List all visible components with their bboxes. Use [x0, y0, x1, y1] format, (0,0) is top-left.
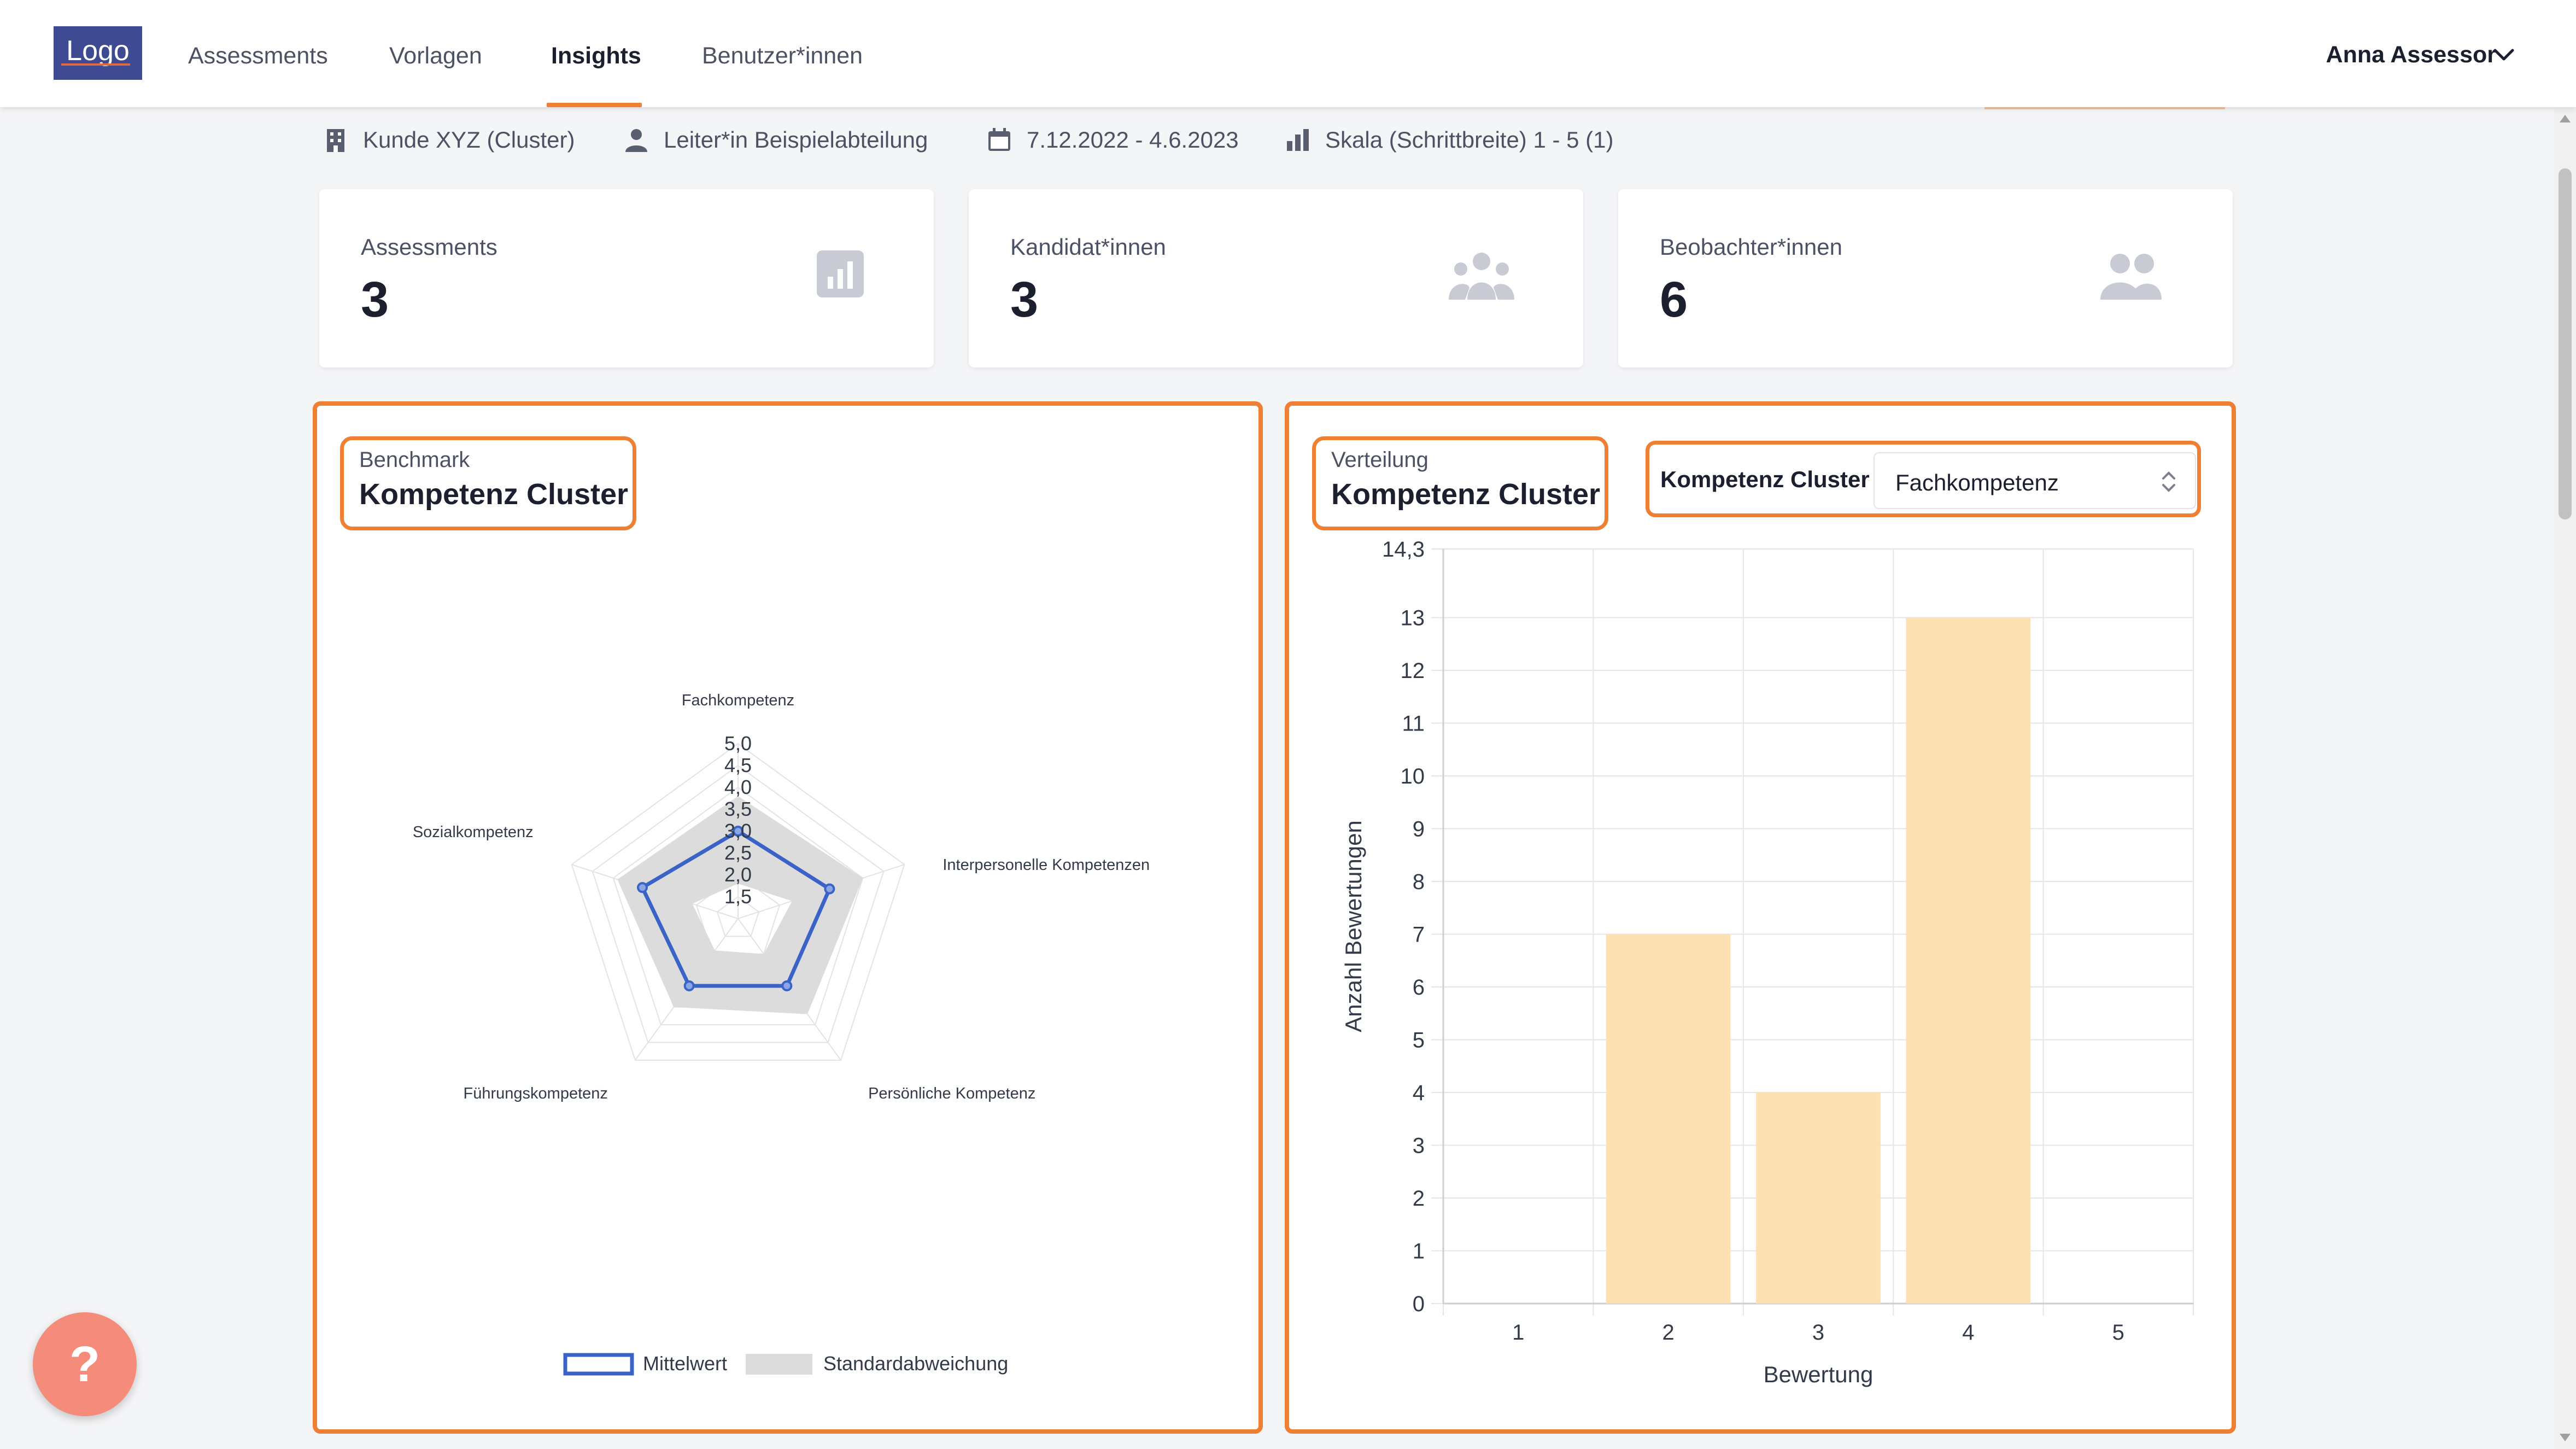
chevron-down-icon[interactable]	[2491, 42, 2517, 68]
stat-card-observers: Beobachter*innen 6	[1618, 189, 2233, 367]
nav-vorlagen[interactable]: Vorlagen	[389, 43, 482, 69]
distribution-subtitle: Verteilung	[1331, 448, 1428, 472]
nav-active-indicator	[547, 103, 642, 107]
user-menu[interactable]: Anna Assessor	[2326, 42, 2496, 68]
chevron-up-down-icon	[2162, 471, 2175, 492]
bar-chart-icon	[1287, 129, 1309, 151]
stat-card-assessments: Assessments 3	[319, 189, 934, 367]
scroll-up-icon[interactable]	[2560, 115, 2571, 122]
distribution-title: Kompetenz Cluster	[1331, 478, 1601, 511]
benchmark-subtitle: Benchmark	[359, 448, 470, 472]
distribution-panel	[1285, 401, 2236, 1434]
calendar-icon	[988, 128, 1010, 151]
meta-period-text: 7.12.2022 - 4.6.2023	[1027, 127, 1239, 153]
stat-value: 3	[361, 272, 389, 328]
competency-filter: Kompetenz Cluster Fachkompetenz	[1646, 441, 2201, 517]
benchmark-title: Kompetenz Cluster	[359, 478, 629, 511]
stat-label: Kandidat*innen	[1010, 234, 1166, 260]
stat-card-candidates: Kandidat*innen 3	[969, 189, 1583, 367]
meta-client: Kunde XYZ (Cluster)	[323, 125, 575, 155]
top-navigation-bar: Logo Assessments Vorlagen Insights Benut…	[0, 0, 2576, 107]
stat-label: Assessments	[361, 234, 497, 260]
nav-assessments[interactable]: Assessments	[188, 43, 328, 69]
meta-role-text: Leiter*in Beispielabteilung	[664, 127, 928, 153]
meta-scale: Skala (Schrittbreite) 1 - 5 (1)	[1285, 125, 1614, 155]
logo[interactable]: Logo	[54, 26, 142, 80]
group-icon	[1449, 253, 1514, 300]
nav-benutzer[interactable]: Benutzer*innen	[702, 43, 863, 69]
scrollbar[interactable]	[2554, 107, 2576, 1449]
logo-underline	[61, 63, 130, 66]
stat-value: 6	[1660, 272, 1688, 328]
header-accent-line	[1984, 107, 2225, 109]
scrollbar-thumb[interactable]	[2559, 168, 2572, 519]
benchmark-panel	[313, 401, 1263, 1434]
competency-select[interactable]: Fachkompetenz	[1874, 452, 2196, 509]
meta-scale-text: Skala (Schrittbreite) 1 - 5 (1)	[1325, 127, 1614, 153]
meta-role: Leiter*in Beispielabteilung	[623, 125, 928, 155]
meta-period: 7.12.2022 - 4.6.2023	[986, 125, 1239, 155]
bar-chart-icon	[817, 250, 864, 297]
benchmark-title-box: Benchmark Kompetenz Cluster	[340, 436, 636, 530]
filter-label: Kompetenz Cluster	[1660, 466, 1870, 492]
nav-insights[interactable]: Insights	[551, 43, 641, 69]
building-icon	[327, 129, 344, 152]
help-button[interactable]: ?	[33, 1312, 137, 1416]
select-value: Fachkompetenz	[1895, 470, 2059, 495]
scroll-down-icon[interactable]	[2560, 1434, 2571, 1441]
stat-label: Beobachter*innen	[1660, 234, 1842, 260]
person-icon	[625, 129, 647, 152]
users-icon	[2100, 254, 2162, 300]
meta-client-text: Kunde XYZ (Cluster)	[363, 127, 575, 153]
stat-value: 3	[1010, 272, 1039, 328]
distribution-title-box: Verteilung Kompetenz Cluster	[1312, 436, 1608, 530]
